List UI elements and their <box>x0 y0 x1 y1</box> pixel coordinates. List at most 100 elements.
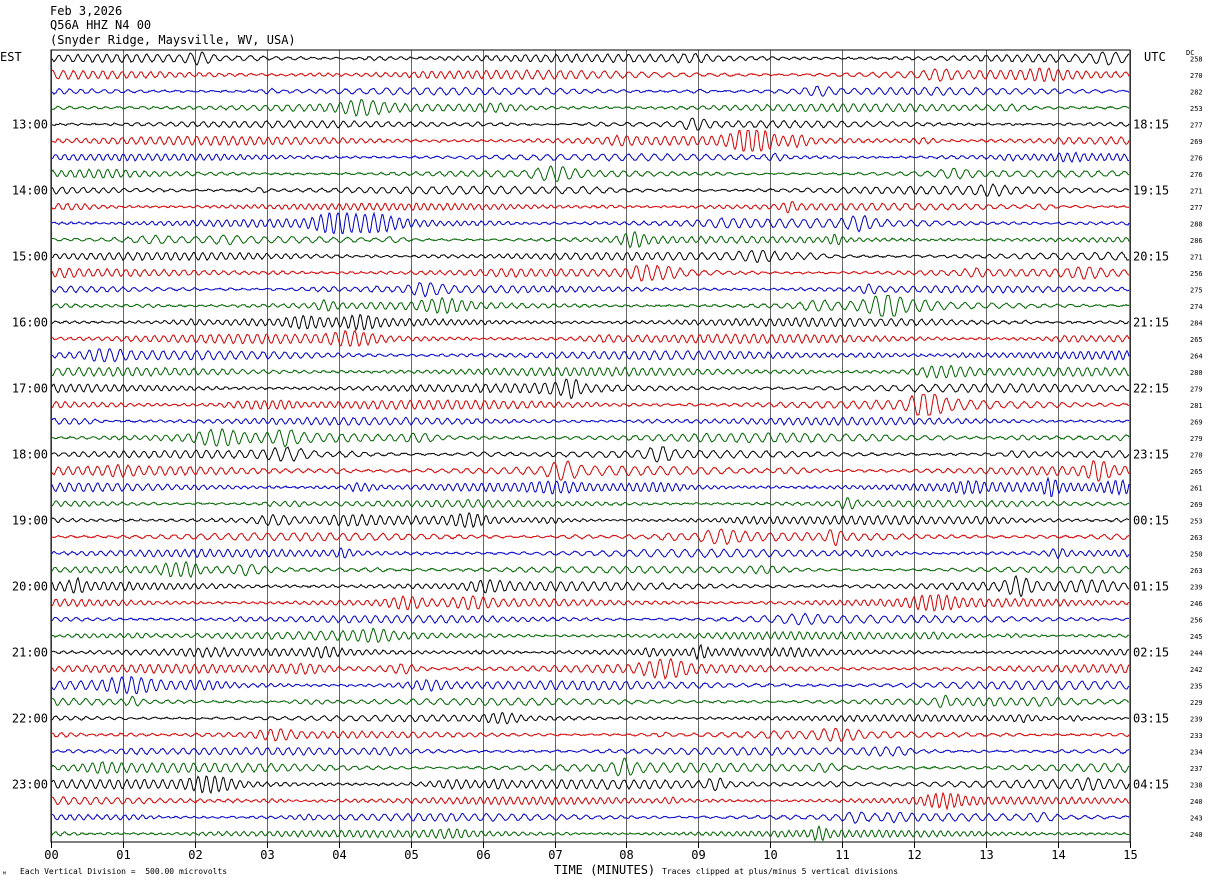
plot-frame <box>50 49 1131 843</box>
utc-zone-label: UTC <box>1144 50 1166 64</box>
seismic-trace <box>51 528 1130 547</box>
dc-offset-label: 271 <box>1190 253 1203 261</box>
dc-offset-label: 233 <box>1190 732 1203 740</box>
seismic-trace <box>51 643 1130 661</box>
dc-offset-label: 274 <box>1190 303 1203 311</box>
seismic-trace <box>51 675 1130 695</box>
seismic-trace <box>51 497 1130 510</box>
seismic-trace <box>51 99 1130 117</box>
utc-hour-label: 18:15 <box>1133 117 1169 131</box>
seismic-trace <box>51 757 1130 777</box>
dc-offset-label: 265 <box>1190 468 1203 476</box>
x-tick-label: 01 <box>116 848 130 862</box>
seismic-trace <box>51 511 1130 529</box>
dc-offset-label: 250 <box>1190 550 1203 558</box>
utc-hour-label: 00:15 <box>1133 513 1169 527</box>
dc-offset-label: 263 <box>1190 567 1203 575</box>
dc-offset-label: 235 <box>1190 682 1203 690</box>
seismic-trace <box>51 67 1130 83</box>
seismic-trace <box>51 627 1129 644</box>
seismic-trace <box>51 282 1130 298</box>
seismic-trace <box>51 746 1130 757</box>
grid-lines <box>50 49 1131 848</box>
x-tick-label: 09 <box>691 848 705 862</box>
dc-offset-label: 253 <box>1190 105 1203 113</box>
dc-offset-label: 279 <box>1190 385 1203 393</box>
dc-offset-label: 244 <box>1190 649 1203 657</box>
x-tick-label: 02 <box>188 848 202 862</box>
utc-hour-label: 21:15 <box>1133 315 1169 329</box>
dc-offset-label: 263 <box>1190 534 1203 542</box>
seismic-trace <box>51 460 1130 482</box>
seismic-trace <box>51 547 1130 560</box>
corner-mark: ᴹ <box>2 870 7 879</box>
dc-offset-label: 229 <box>1190 699 1203 707</box>
utc-hour-label: 03:15 <box>1133 711 1169 725</box>
dc-offset-label: 253 <box>1190 517 1203 525</box>
dc-offset-label: 234 <box>1190 748 1203 756</box>
dc-offset-label: 281 <box>1190 402 1203 410</box>
utc-hour-label: 20:15 <box>1133 249 1169 263</box>
seismic-trace <box>51 612 1130 626</box>
seismic-trace <box>51 183 1130 198</box>
dc-offset-label: 280 <box>1190 369 1203 377</box>
est-hour-label: 18:00 <box>12 447 48 461</box>
dc-offset-label: 246 <box>1190 600 1203 608</box>
dc-header-label: DC <box>1186 49 1194 57</box>
est-hour-label: 23:00 <box>12 777 48 791</box>
axis-labels: 00 01 02 03 04 05 06 07 08 09 10 11 12 13 14 15 258 270 28… <box>0 49 1203 862</box>
est-zone-label: EST <box>0 50 22 64</box>
dc-offset-label: 265 <box>1190 336 1203 344</box>
header-date: Feb 3,2026 <box>50 4 123 18</box>
clip-note: Traces clipped at plus/minus 5 vertical … <box>662 867 899 876</box>
seismic-trace <box>51 476 1130 497</box>
dc-offset-label: 276 <box>1190 154 1203 162</box>
dc-offset-label: 279 <box>1190 435 1203 443</box>
dc-offset-label: 284 <box>1190 319 1203 327</box>
x-tick-label: 13 <box>979 848 993 862</box>
seismic-trace <box>51 711 1130 725</box>
est-hour-label: 22:00 <box>12 711 48 725</box>
dc-offset-label: 258 <box>1190 55 1203 63</box>
x-tick-label: 00 <box>44 848 58 862</box>
seismic-trace <box>51 364 1130 379</box>
est-hour-label: 21:00 <box>12 645 48 659</box>
dc-offset-label: 264 <box>1190 352 1203 360</box>
dc-offset-label: 261 <box>1190 484 1203 492</box>
trace-group <box>51 51 1130 842</box>
x-tick-label: 06 <box>476 848 490 862</box>
dc-offset-label: 242 <box>1190 666 1203 674</box>
dc-offset-label: 238 <box>1190 781 1203 789</box>
dc-offset-label: 256 <box>1190 270 1203 278</box>
dc-offset-label: 288 <box>1190 220 1203 228</box>
seismic-trace <box>51 446 1130 463</box>
x-axis-title: TIME (MINUTES) <box>554 863 656 877</box>
seismic-trace <box>51 151 1130 163</box>
dc-offset-label: 269 <box>1190 501 1203 509</box>
utc-hour-label: 19:15 <box>1133 183 1169 197</box>
dc-offset-label: 245 <box>1190 633 1203 641</box>
x-tick-label: 07 <box>548 848 562 862</box>
est-hour-label: 19:00 <box>12 513 48 527</box>
est-hour-label: 16:00 <box>12 315 48 329</box>
seismic-trace <box>51 393 1130 416</box>
dc-offset-label: 239 <box>1190 583 1203 591</box>
header-site: (Snyder Ridge, Maysville, WV, USA) <box>50 33 296 47</box>
seismic-trace <box>52 727 1130 742</box>
scale-note: Each Vertical Division = 500.00 microvol… <box>20 867 228 876</box>
est-hour-label: 15:00 <box>12 249 48 263</box>
seismic-trace <box>51 775 1130 794</box>
utc-hour-label: 01:15 <box>1133 579 1169 593</box>
seismic-trace <box>51 200 1130 214</box>
dc-offset-label: 243 <box>1190 814 1203 822</box>
dc-offset-label: 240 <box>1190 798 1203 806</box>
seismic-trace <box>51 330 1130 348</box>
seismic-trace <box>51 85 1130 97</box>
dc-offset-label: 269 <box>1190 418 1203 426</box>
seismic-trace <box>51 165 1130 182</box>
dc-offset-label: 277 <box>1190 204 1203 212</box>
seismic-trace <box>51 811 1130 825</box>
utc-hour-label: 23:15 <box>1133 447 1169 461</box>
est-hour-label: 17:00 <box>12 381 48 395</box>
